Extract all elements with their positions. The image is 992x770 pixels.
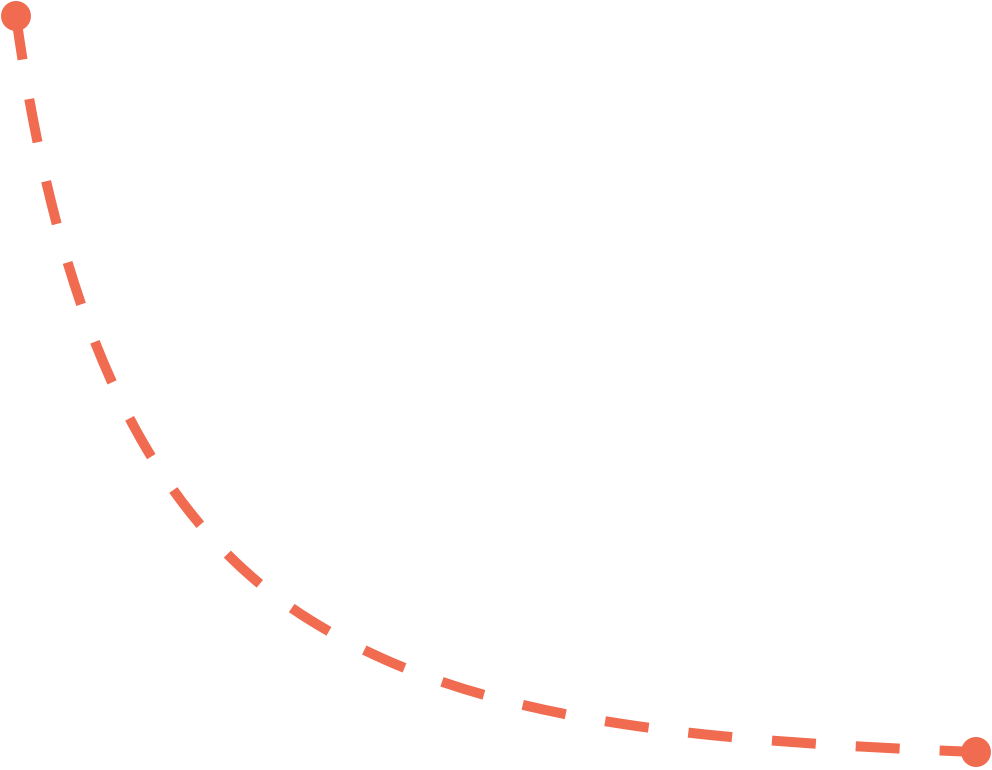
end-dot [961, 737, 991, 767]
start-dot [1, 1, 31, 31]
dashed-curve-path [11, 15, 977, 757]
